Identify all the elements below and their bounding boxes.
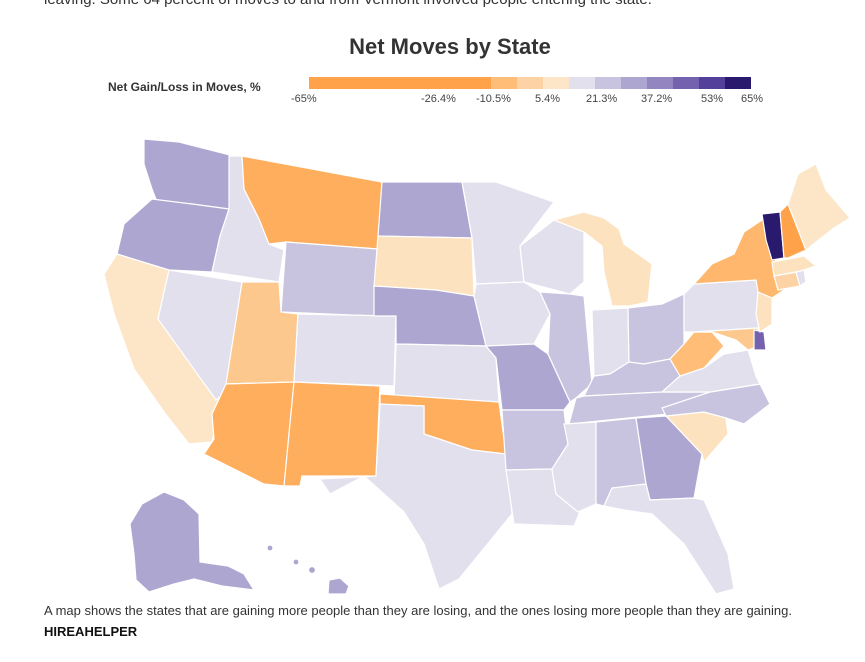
state-kansas[interactable]: [393, 343, 500, 403]
state-new-jersey[interactable]: [755, 291, 773, 333]
state-alaska[interactable]: [129, 491, 256, 593]
legend-swatch: [621, 77, 647, 89]
state-new-hampshire[interactable]: [779, 202, 807, 259]
article-text-fragment: leaving. Some 64 percent of moves to and…: [44, 0, 652, 8]
legend-swatch: [725, 77, 751, 89]
legend-tick: 53%: [701, 93, 724, 105]
legend-tick: 65%: [741, 93, 764, 105]
state-delaware[interactable]: [753, 329, 767, 351]
state-maine[interactable]: [787, 163, 851, 251]
legend-swatch: [387, 77, 413, 89]
legend-tick: 5.4%: [535, 93, 561, 105]
legend-swatch: [361, 77, 387, 89]
legend-swatch: [491, 77, 517, 89]
legend-swatch: [309, 77, 335, 89]
legend-tick: 37.2%: [641, 93, 673, 105]
hawaii-island: [307, 565, 317, 575]
map-title: Net Moves by State: [349, 34, 551, 59]
legend-tick: -26.4%: [421, 93, 456, 105]
state-massachusetts[interactable]: [771, 255, 818, 277]
state-hawaii[interactable]: [327, 577, 350, 594]
legend-tick: -10.5%: [476, 93, 511, 105]
state-new-mexico[interactable]: [283, 381, 381, 487]
legend-swatch: [335, 77, 361, 89]
map-figure: Net Moves by State Net Gain/Loss in Move…: [44, 14, 856, 594]
state-michigan[interactable]: [552, 211, 653, 307]
state-colorado[interactable]: [293, 313, 397, 387]
hawaii-island: [292, 558, 300, 566]
legend-swatch: [439, 77, 465, 89]
hawaii-island: [266, 544, 274, 552]
state-vermont[interactable]: [761, 211, 785, 261]
state-north-dakota[interactable]: [377, 181, 473, 239]
legend-swatch: [647, 77, 673, 89]
state-florida[interactable]: [603, 483, 735, 594]
legend-color-scale: [309, 77, 751, 89]
figure-credit: HIREAHELPER: [44, 624, 138, 639]
state-iowa[interactable]: [473, 281, 551, 347]
state-washington[interactable]: [143, 138, 235, 210]
legend-swatch: [595, 77, 621, 89]
state-virginia[interactable]: [660, 349, 761, 393]
state-west-virginia[interactable]: [669, 331, 725, 377]
state-texas[interactable]: [318, 403, 513, 590]
legend-swatch: [543, 77, 569, 89]
state-missouri[interactable]: [484, 343, 571, 411]
legend-swatch: [465, 77, 491, 89]
us-choropleth-map: [103, 138, 851, 594]
legend-tick: 21.3%: [586, 93, 618, 105]
figure-caption: A map shows the states that are gaining …: [44, 603, 792, 618]
legend-swatch: [673, 77, 699, 89]
state-maryland[interactable]: [693, 327, 761, 351]
legend-swatch: [413, 77, 439, 89]
legend-tick: -65%: [291, 93, 317, 105]
legend-swatch: [569, 77, 595, 89]
legend-swatch: [517, 77, 543, 89]
state-pennsylvania[interactable]: [683, 279, 765, 333]
legend-swatch: [699, 77, 725, 89]
legend-ticks: -65% -26.4% -10.5% 5.4% 21.3% 37.2% 53% …: [44, 93, 856, 109]
legend-label: Net Gain/Loss in Moves, %: [108, 80, 261, 94]
state-wyoming[interactable]: [280, 241, 379, 317]
